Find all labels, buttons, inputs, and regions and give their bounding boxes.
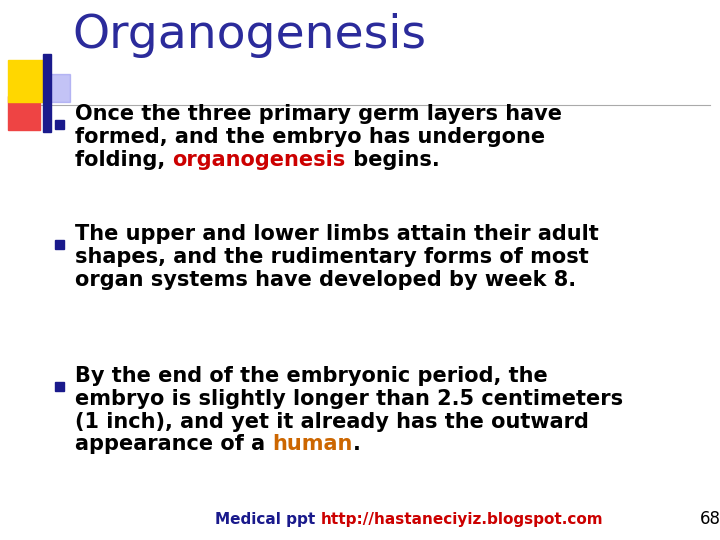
Text: begins.: begins. <box>346 150 439 170</box>
Text: organ systems have developed by week 8.: organ systems have developed by week 8. <box>75 269 576 289</box>
Text: (1 inch), and yet it already has the outward: (1 inch), and yet it already has the out… <box>75 411 589 431</box>
Text: appearance of a: appearance of a <box>75 434 272 454</box>
Text: Organogenesis: Organogenesis <box>72 13 426 58</box>
Text: Once the three primary germ layers have: Once the three primary germ layers have <box>75 104 562 124</box>
Text: organogenesis: organogenesis <box>173 150 346 170</box>
Text: .: . <box>353 434 361 454</box>
Text: http://hastaneciyiz.blogspot.com: http://hastaneciyiz.blogspot.com <box>320 512 603 527</box>
Text: human: human <box>272 434 353 454</box>
Text: formed, and the embryo has undergone: formed, and the embryo has undergone <box>75 127 545 147</box>
Text: embryo is slightly longer than 2.5 centimeters: embryo is slightly longer than 2.5 centi… <box>75 389 623 409</box>
Text: 68: 68 <box>700 510 720 528</box>
Text: The upper and lower limbs attain their adult: The upper and lower limbs attain their a… <box>75 224 599 244</box>
Text: Medical ppt: Medical ppt <box>215 512 320 527</box>
Text: folding,: folding, <box>75 150 173 170</box>
Text: By the end of the embryonic period, the: By the end of the embryonic period, the <box>75 366 548 386</box>
Text: shapes, and the rudimentary forms of most: shapes, and the rudimentary forms of mos… <box>75 247 589 267</box>
